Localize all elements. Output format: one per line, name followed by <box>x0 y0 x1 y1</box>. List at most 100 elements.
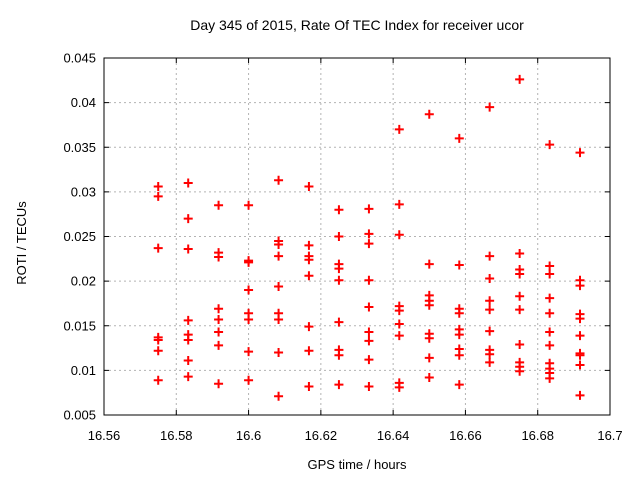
data-point-marker <box>304 255 314 265</box>
data-point-marker <box>424 109 434 119</box>
data-point-marker <box>424 333 434 343</box>
data-point-marker <box>424 300 434 310</box>
data-point-marker <box>575 390 585 400</box>
data-point-marker <box>515 305 525 315</box>
data-point-marker <box>244 285 254 295</box>
grid-layer <box>104 58 610 415</box>
data-point-marker <box>214 304 224 314</box>
x-tick-label: 16.56 <box>88 428 121 443</box>
data-point-marker <box>515 248 525 258</box>
x-tick-label: 16.66 <box>449 428 482 443</box>
data-point-marker <box>334 350 344 360</box>
data-point-marker <box>304 182 314 192</box>
data-point-marker <box>304 322 314 332</box>
data-point-marker <box>545 327 555 337</box>
data-point-marker <box>545 373 555 383</box>
data-point-marker <box>304 271 314 281</box>
y-tick-label: 0.005 <box>63 408 96 423</box>
data-point-marker <box>214 315 224 325</box>
y-tick-label: 0.02 <box>71 274 96 289</box>
data-point-marker <box>485 305 495 315</box>
data-point-marker <box>214 379 224 389</box>
data-point-marker <box>274 175 284 185</box>
data-point-marker <box>244 347 254 357</box>
data-point-marker <box>244 375 254 385</box>
data-point-marker <box>153 182 163 192</box>
y-tick-label: 0.045 <box>63 51 96 66</box>
data-point-marker <box>274 315 284 325</box>
x-tick-label: 16.7 <box>597 428 622 443</box>
data-point-marker <box>214 252 224 262</box>
data-point-marker <box>394 306 404 316</box>
data-point-marker <box>334 264 344 274</box>
x-tick-label: 16.64 <box>377 428 410 443</box>
y-axis-label: ROTI / TECUs <box>14 201 29 285</box>
data-point-marker <box>244 315 254 325</box>
data-point-marker <box>334 317 344 327</box>
data-point-marker <box>304 240 314 250</box>
data-point-marker <box>364 381 374 391</box>
data-point-marker <box>214 327 224 337</box>
data-point-marker <box>454 308 464 318</box>
data-point-marker <box>394 319 404 329</box>
x-tick-label: 16.58 <box>160 428 193 443</box>
data-point-marker <box>244 200 254 210</box>
x-axis-label: GPS time / hours <box>308 457 407 472</box>
data-point-marker <box>545 140 555 150</box>
data-point-marker <box>153 191 163 201</box>
data-point-marker <box>364 336 374 346</box>
data-points-layer <box>153 74 585 401</box>
data-point-marker <box>364 327 374 337</box>
data-point-marker <box>274 240 284 250</box>
data-point-marker <box>274 251 284 261</box>
data-point-marker <box>515 269 525 279</box>
y-tick-label: 0.035 <box>63 140 96 155</box>
data-point-marker <box>244 257 254 267</box>
data-point-marker <box>575 148 585 158</box>
data-point-marker <box>575 350 585 360</box>
x-tick-label: 16.68 <box>521 428 554 443</box>
data-point-marker <box>274 348 284 358</box>
data-point-marker <box>364 229 374 239</box>
data-point-marker <box>394 199 404 209</box>
data-point-marker <box>424 353 434 363</box>
data-point-marker <box>515 74 525 84</box>
data-point-marker <box>183 244 193 254</box>
data-point-marker <box>214 340 224 350</box>
y-tick-label: 0.03 <box>71 184 96 199</box>
data-point-marker <box>454 330 464 340</box>
tick-labels-layer: 16.56 16.58 16.6 16.62 16.64 16.66 16.68 16.7 0.… <box>63 51 622 444</box>
data-point-marker <box>153 243 163 253</box>
data-point-marker <box>334 205 344 215</box>
data-point-marker <box>183 356 193 366</box>
data-point-marker <box>364 239 374 249</box>
data-point-marker <box>364 204 374 214</box>
data-point-marker <box>575 281 585 291</box>
data-point-marker <box>545 269 555 279</box>
y-tick-label: 0.01 <box>71 363 96 378</box>
data-point-marker <box>214 200 224 210</box>
data-point-marker <box>545 308 555 318</box>
data-point-marker <box>394 382 404 392</box>
data-point-marker <box>485 273 495 283</box>
data-point-marker <box>183 178 193 188</box>
data-point-marker <box>394 331 404 341</box>
data-point-marker <box>454 133 464 143</box>
data-point-marker <box>515 291 525 301</box>
data-point-marker <box>424 373 434 383</box>
data-point-marker <box>485 251 495 261</box>
data-point-marker <box>334 275 344 285</box>
data-point-marker <box>394 124 404 134</box>
tick-marks-layer <box>103 57 611 416</box>
data-point-marker <box>364 275 374 285</box>
data-point-marker <box>183 214 193 224</box>
data-point-marker <box>545 340 555 350</box>
data-point-marker <box>153 346 163 356</box>
data-point-marker <box>424 259 434 269</box>
data-point-marker <box>545 261 555 271</box>
data-point-marker <box>183 372 193 382</box>
data-point-marker <box>274 281 284 291</box>
x-tick-label: 16.62 <box>305 428 338 443</box>
